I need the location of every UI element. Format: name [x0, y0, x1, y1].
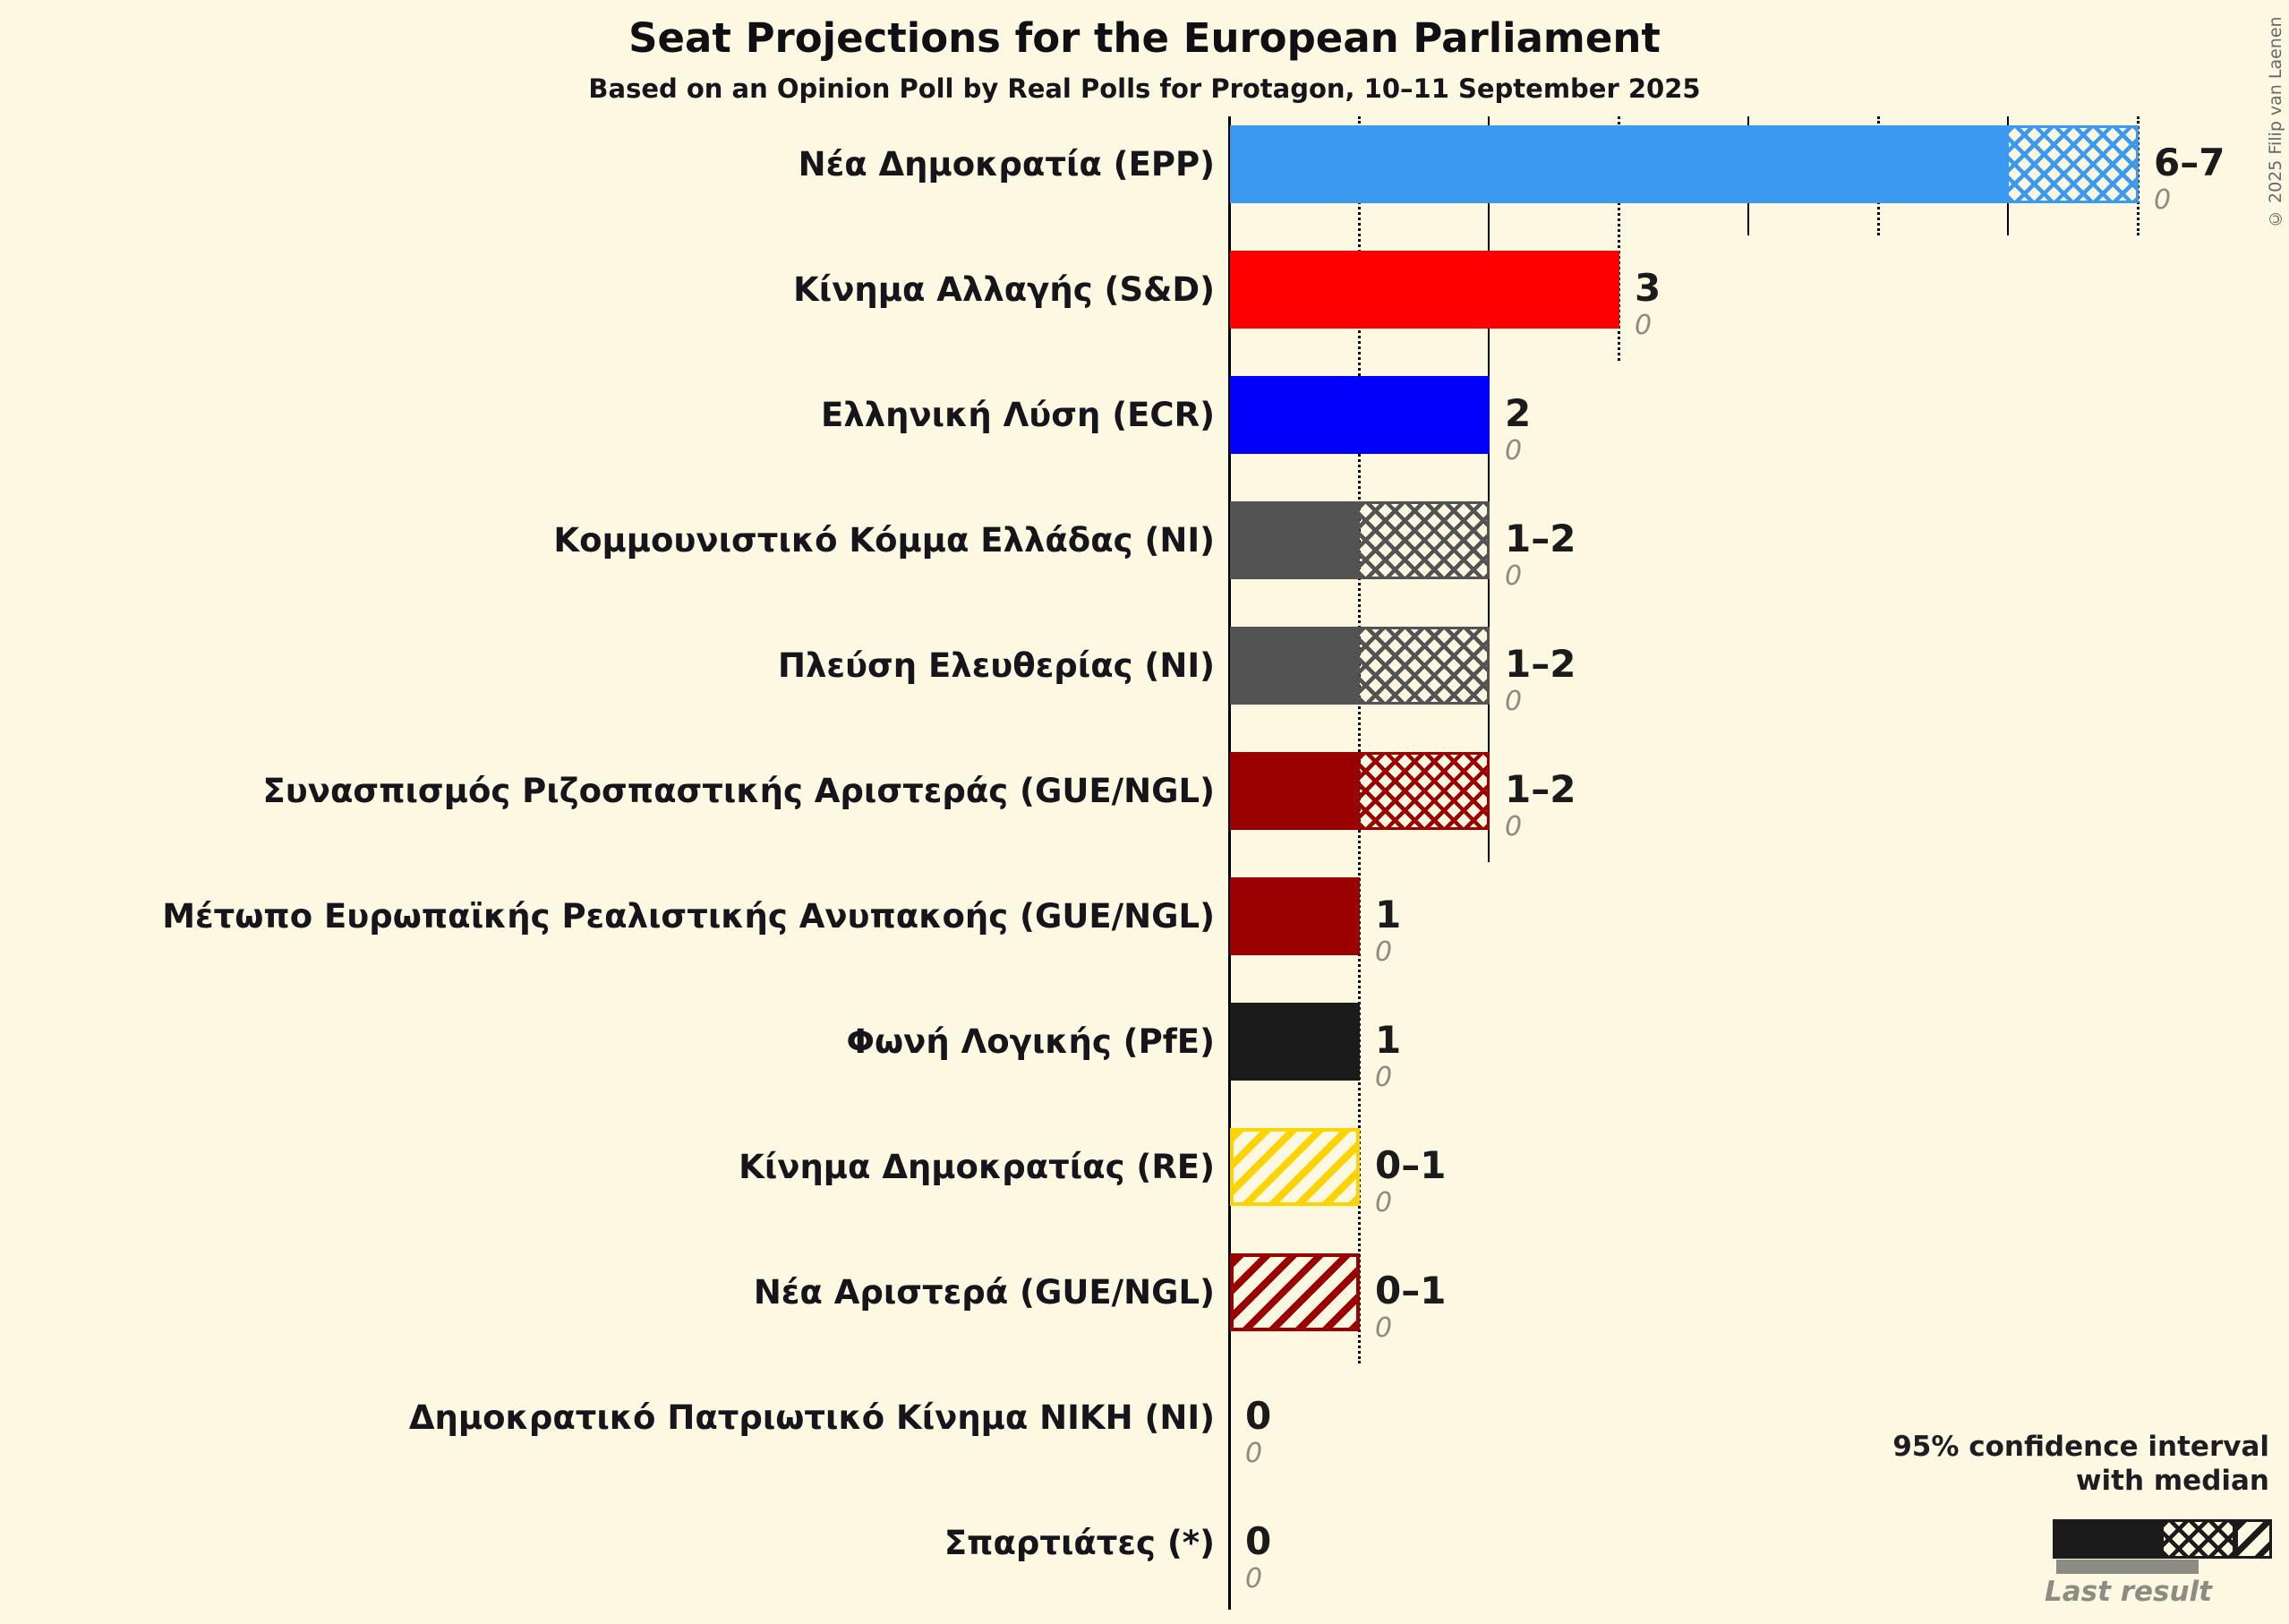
bar-confidence-interval	[1360, 627, 1490, 705]
legend-last-result-bar	[2056, 1560, 2199, 1574]
bar-solid	[1230, 752, 1360, 830]
seat-projection-value: 0	[1245, 1519, 1272, 1563]
party-label: Ελληνική Λύση (ECR)	[821, 396, 1215, 434]
bar-solid	[1230, 1003, 1360, 1081]
page-title: Seat Projections for the European Parlia…	[628, 14, 1661, 62]
party-label: Δημοκρατικό Πατριωτικό Κίνημα ΝΙΚΗ (NI)	[408, 1398, 1215, 1437]
last-result-value: 0	[1505, 435, 1523, 466]
seat-projection-value: 3	[1635, 266, 1661, 310]
seat-projection-value: 1	[1375, 1018, 1402, 1062]
last-result-value: 0	[1505, 560, 1523, 592]
party-label: Μέτωπο Ευρωπαϊκής Ρεαλιστικής Ανυπακοής …	[162, 897, 1215, 936]
bar-solid	[1230, 376, 1490, 454]
value-labels: 0–1 0	[1375, 1270, 1446, 1345]
bar-solid	[1230, 627, 1360, 705]
bar-confidence-interval	[1360, 752, 1490, 830]
last-result-value: 0	[1505, 811, 1523, 842]
bar-solid	[1230, 877, 1360, 955]
value-labels: 6–7 0	[2154, 142, 2225, 217]
gridline-2	[1488, 116, 1490, 862]
last-result-value: 0	[1375, 1312, 1393, 1344]
bar-confidence-interval	[1230, 1253, 1360, 1331]
bar-solid	[1230, 125, 2009, 203]
legend-crosshatch-swatch	[2164, 1519, 2235, 1559]
party-label: Σπαρτιάτες (*)	[944, 1524, 1215, 1562]
seat-projection-value: 1–2	[1505, 642, 1576, 686]
party-label: Νέα Δημοκρατία (EPP)	[798, 145, 1215, 184]
party-label: Νέα Αριστερά (GUE/NGL)	[753, 1273, 1215, 1312]
last-result-value: 0	[1505, 686, 1523, 717]
bar-solid	[1230, 501, 1360, 579]
last-result-value: 0	[1375, 1062, 1393, 1093]
legend-last-result-label: Last result	[2044, 1576, 2212, 1608]
value-labels: 0–1 0	[1375, 1145, 1446, 1219]
last-result-value: 0	[1375, 936, 1393, 968]
value-labels: 1–2 0	[1505, 644, 1576, 718]
party-label: Κομμουνιστικό Κόμμα Ελλάδας (NI)	[553, 521, 1215, 560]
bar-confidence-interval	[2009, 125, 2139, 203]
seat-projection-value: 0–1	[1375, 1269, 1447, 1312]
gridline-3	[1618, 116, 1620, 361]
party-label: Κίνημα Δημοκρατίας (RE)	[739, 1148, 1215, 1186]
seat-projection-value: 1	[1375, 893, 1402, 936]
gridline-1	[1358, 116, 1361, 1363]
legend-diagonal-swatch	[2235, 1519, 2272, 1559]
copyright-notice: © 2025 Filip van Laenen	[2266, 16, 2285, 228]
seat-projection-value: 2	[1505, 391, 1532, 435]
seat-projection-value: 0–1	[1375, 1143, 1447, 1187]
party-label: Κίνημα Αλλαγής (S&D)	[793, 270, 1215, 309]
party-label: Συνασπισμός Ριζοσπαστικής Αριστεράς (GUE…	[262, 772, 1215, 810]
seat-projection-value: 6–7	[2154, 141, 2225, 184]
bar-confidence-interval	[1230, 1128, 1360, 1206]
value-labels: 1–2 0	[1505, 518, 1576, 593]
bar-solid	[1230, 251, 1619, 329]
seat-projection-value: 1–2	[1505, 517, 1576, 560]
party-label: Πλεύση Ελευθερίας (NI)	[778, 646, 1215, 685]
page-subtitle: Based on an Opinion Poll by Real Polls f…	[588, 73, 1701, 104]
party-label: Φωνή Λογικής (PfE)	[846, 1022, 1215, 1061]
seat-projection-value: 1–2	[1505, 767, 1576, 811]
legend-solid-swatch	[2053, 1519, 2164, 1559]
seat-projection-value: 0	[1245, 1394, 1272, 1438]
last-result-value: 0	[1245, 1438, 1263, 1469]
last-result-value: 0	[2154, 184, 2172, 216]
legend-ci-label: 95% confidence interval	[1892, 1431, 2269, 1463]
legend-median-label: with median	[2075, 1465, 2269, 1497]
value-labels: 1–2 0	[1505, 769, 1576, 843]
last-result-value: 0	[1635, 310, 1653, 341]
bar-confidence-interval	[1360, 501, 1490, 579]
axis-line	[1228, 116, 1231, 1610]
legend-sample-bar	[2053, 1519, 2272, 1559]
last-result-value: 0	[1245, 1563, 1263, 1594]
last-result-value: 0	[1375, 1187, 1393, 1218]
